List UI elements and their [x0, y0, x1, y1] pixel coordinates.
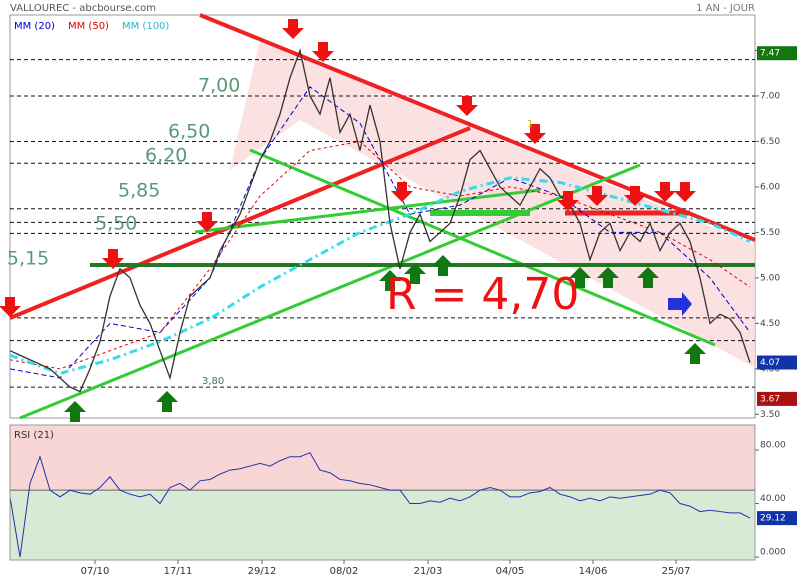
annotation: 5,50: [95, 213, 137, 235]
price-label-box: [757, 391, 797, 406]
rsi-last-label: 29.12: [760, 514, 786, 524]
x-tick-label: 08/02: [330, 566, 359, 577]
rsi-tick-label: 80.00: [760, 441, 786, 451]
rsi-last-box: [757, 511, 797, 526]
y-tick-label: 3.50: [760, 410, 780, 420]
x-tick-label: 07/10: [81, 566, 110, 577]
rsi-line: [9, 452, 751, 558]
trendline: [19, 163, 641, 420]
rsi-tick-label: 0.000: [760, 548, 786, 558]
chart-title: VALLOUREC - abcbourse.com: [10, 3, 156, 14]
rsi-panel: [9, 424, 756, 561]
y-tick-label: 6.00: [760, 182, 780, 192]
x-tick-label: 21/03: [414, 566, 443, 577]
legend-entry: MM (100): [122, 21, 169, 32]
legend-entry: MM (50): [68, 21, 109, 32]
annotation: 6,50: [168, 121, 210, 143]
rsi-tick-label: 40.00: [760, 494, 786, 504]
moving-average: [9, 176, 751, 375]
annotation: 6,20: [145, 145, 187, 167]
annotation: 7,00: [198, 75, 240, 97]
channel: [230, 40, 755, 368]
trendline: [9, 126, 471, 320]
price-label: 7.47: [760, 49, 780, 59]
price-label: 4.07: [760, 358, 780, 368]
x-tick-label: 29/12: [248, 566, 277, 577]
x-tick-label: 14/06: [579, 566, 608, 577]
x-tick-label: 17/11: [164, 566, 193, 577]
rsi-zone-high: [10, 425, 755, 491]
x-tick-label: 04/05: [496, 566, 525, 577]
y-tick-label: 5.00: [760, 273, 780, 283]
signal-arrow: [668, 292, 692, 316]
moving-average: [9, 86, 751, 379]
y-tick-label: 6.50: [760, 137, 780, 147]
trendline: [249, 148, 716, 347]
legend-entry: MM (20): [14, 21, 55, 32]
trendline: [194, 188, 541, 234]
rsi-zone-low: [10, 490, 755, 560]
x-tick-label: 25/07: [662, 566, 691, 577]
moving-average: [9, 140, 751, 370]
arrows: [0, 19, 706, 422]
price-label-box: [757, 355, 797, 370]
annotation: 1: [527, 119, 533, 130]
period: 1 AN - JOUR: [696, 3, 755, 14]
price-label-box: [757, 46, 797, 61]
annotation: 3,80: [202, 376, 224, 387]
y-tick-label: 4.50: [760, 319, 780, 329]
annotation: 5,85: [118, 180, 160, 202]
annotation: R = 4,70: [386, 269, 579, 320]
y-tick-label: 7.00: [760, 91, 780, 101]
trendline: [199, 13, 756, 242]
price-label: 3.67: [760, 394, 780, 404]
y-tick-label: 5.50: [760, 228, 780, 238]
rsi-title: RSI (21): [14, 430, 54, 441]
annotation: - 5,15: [0, 248, 49, 270]
price-line: [9, 48, 751, 393]
